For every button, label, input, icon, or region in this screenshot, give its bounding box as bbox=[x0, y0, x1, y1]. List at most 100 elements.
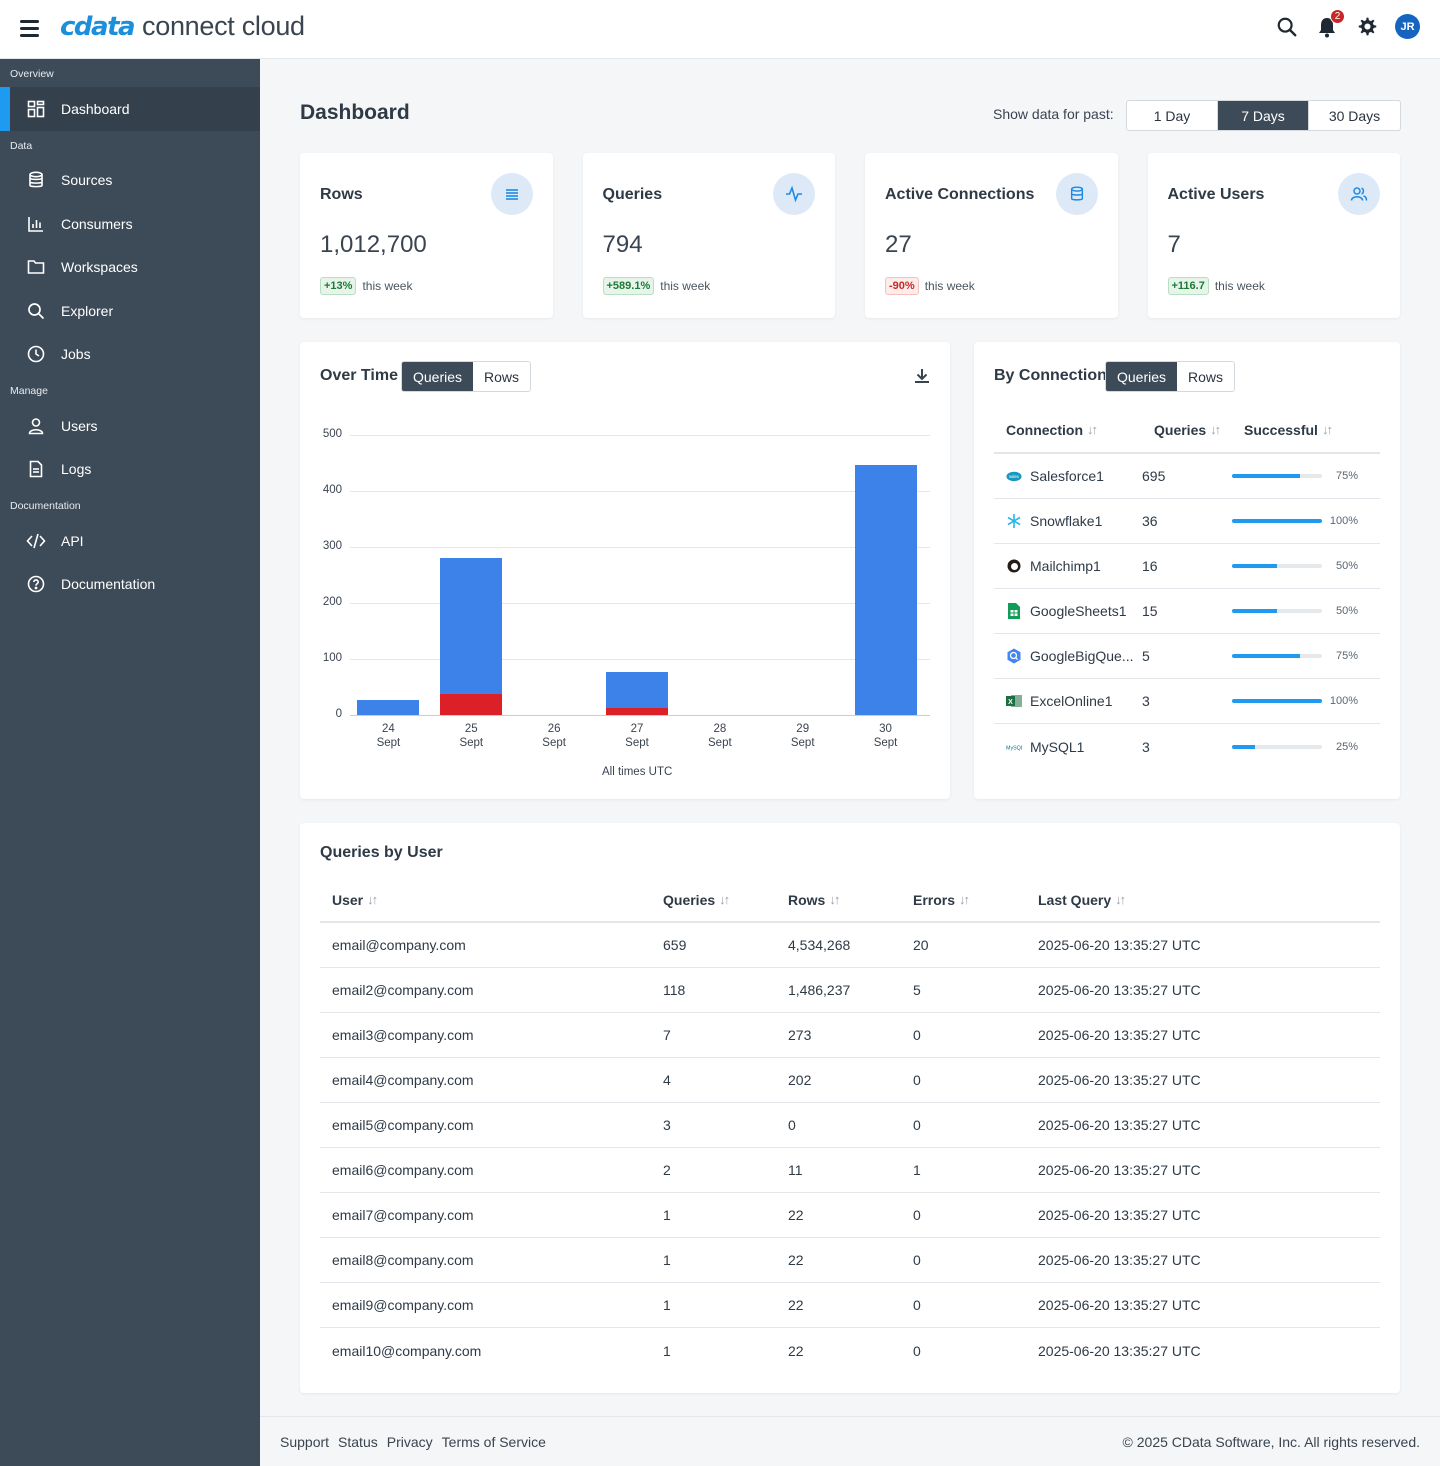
col-queries[interactable]: Queries ↓↑ bbox=[1154, 422, 1244, 438]
bar-success[interactable] bbox=[854, 465, 917, 715]
connection-row[interactable]: X ExcelOnline1 3 100% bbox=[994, 679, 1380, 724]
table-row[interactable]: email8@company.com 1 22 0 2025-06-20 13:35:2… bbox=[320, 1238, 1380, 1283]
menu-icon[interactable] bbox=[20, 20, 39, 37]
bar-success[interactable] bbox=[606, 671, 668, 709]
notifications-icon[interactable]: 2 bbox=[1315, 8, 1345, 39]
connection-name: ExcelOnline1 bbox=[1030, 693, 1113, 709]
col-queries[interactable]: Queries ↓↑ bbox=[663, 892, 788, 908]
sidebar-item-dashboard[interactable]: Dashboard bbox=[0, 87, 260, 131]
excelonline-logo-icon: X bbox=[1006, 693, 1022, 709]
success-progress-bar bbox=[1232, 564, 1322, 568]
sort-icon[interactable]: ↓↑ bbox=[367, 892, 378, 907]
download-icon[interactable] bbox=[912, 366, 932, 386]
sidebar-item-sources[interactable]: Sources bbox=[0, 159, 260, 203]
user-rows: 273 bbox=[788, 1027, 812, 1043]
sort-icon[interactable]: ↓↑ bbox=[1115, 892, 1126, 907]
sidebar-item-api[interactable]: API bbox=[0, 519, 260, 563]
user-errors: 0 bbox=[913, 1072, 921, 1088]
gear-icon[interactable] bbox=[1355, 15, 1379, 39]
sort-icon[interactable]: ↓↑ bbox=[1321, 422, 1333, 437]
sort-icon[interactable]: ↓↑ bbox=[1210, 422, 1221, 437]
x-tick-label: 27 Sept bbox=[607, 722, 667, 750]
user-last-query: 2025-06-20 13:35:27 UTC bbox=[1038, 1252, 1201, 1268]
footer-link-terms-of-service[interactable]: Terms of Service bbox=[441, 1433, 546, 1450]
toggle-rows[interactable]: Rows bbox=[1177, 362, 1235, 391]
connection-row[interactable]: GoogleSheets1 15 50% bbox=[994, 589, 1380, 634]
bar-success[interactable] bbox=[440, 557, 503, 694]
table-row[interactable]: email7@company.com 1 22 0 2025-06-20 13:35:2… bbox=[320, 1193, 1380, 1238]
range-button-1-day[interactable]: 1 Day bbox=[1127, 101, 1218, 130]
connection-row[interactable]: GoogleBigQue... 5 75% bbox=[994, 634, 1380, 679]
connection-row[interactable]: Mailchimp1 16 50% bbox=[994, 544, 1380, 589]
table-row[interactable]: email2@company.com 118 1,486,237 5 2025-06-2… bbox=[320, 968, 1380, 1013]
table-row[interactable]: email6@company.com 2 11 1 2025-06-20 13:35:2… bbox=[320, 1148, 1380, 1193]
table-row[interactable]: email9@company.com 1 22 0 2025-06-20 13:35:2… bbox=[320, 1283, 1380, 1328]
x-tick-label: 26 Sept bbox=[524, 722, 584, 750]
top-bar: cdata connect cloud 2 JR bbox=[0, 0, 1440, 59]
table-row[interactable]: email4@company.com 4 202 0 2025-06-20 13:35:… bbox=[320, 1058, 1380, 1103]
sidebar-item-workspaces[interactable]: Workspaces bbox=[0, 246, 260, 290]
sort-icon[interactable]: ↓↑ bbox=[959, 892, 970, 907]
bar-success[interactable] bbox=[357, 699, 420, 715]
sort-icon[interactable]: ↓↑ bbox=[829, 892, 840, 907]
sidebar-item-jobs[interactable]: Jobs bbox=[0, 333, 260, 377]
sidebar-item-explorer[interactable]: Explorer bbox=[0, 289, 260, 333]
avatar[interactable]: JR bbox=[1395, 14, 1420, 39]
range-button-30-days[interactable]: 30 Days bbox=[1328, 107, 1381, 124]
footer-link-status[interactable]: Status bbox=[338, 1433, 378, 1450]
toggle-rows[interactable]: Rows bbox=[473, 362, 531, 391]
stat-title: Rows bbox=[320, 186, 363, 203]
stat-change: +589.1% this week bbox=[602, 277, 710, 295]
success-progress-fill bbox=[1232, 654, 1300, 658]
sidebar-item-logs[interactable]: Logs bbox=[0, 448, 260, 492]
sort-icon[interactable]: ↓↑ bbox=[1087, 422, 1098, 437]
success-progress-bar bbox=[1232, 654, 1322, 658]
sidebar-item-consumers[interactable]: Consumers bbox=[0, 202, 260, 246]
change-suffix: this week bbox=[1214, 279, 1265, 293]
table-row[interactable]: email10@company.com 1 22 0 2025-06-20 13:35:… bbox=[320, 1328, 1380, 1373]
user-email: email2@company.com bbox=[332, 982, 474, 998]
stat-card-active-users: Active Users 7 +116.7 this week bbox=[1147, 153, 1400, 318]
table-row[interactable]: email3@company.com 7 273 0 2025-06-20 13:35:… bbox=[320, 1013, 1380, 1058]
range-button-7-days[interactable]: 7 Days bbox=[1218, 101, 1309, 130]
user-errors: 0 bbox=[913, 1027, 921, 1043]
footer-link-privacy[interactable]: Privacy bbox=[386, 1433, 433, 1450]
table-row[interactable]: email5@company.com 3 0 0 2025-06-20 13:35:27… bbox=[320, 1103, 1380, 1148]
connection-row[interactable]: MySQL MySQL1 3 25% bbox=[994, 724, 1380, 769]
bar-error[interactable] bbox=[606, 708, 668, 715]
user-queries: 1 bbox=[663, 1252, 671, 1268]
connection-cell: GoogleBigQue... bbox=[994, 648, 1142, 664]
connection-name: Salesforce1 bbox=[1030, 468, 1104, 484]
sidebar-item-documentation[interactable]: Documentation bbox=[0, 563, 260, 607]
svg-text:MySQL: MySQL bbox=[1006, 745, 1022, 751]
sidebar: Overview Dashboard Data Sources Consumers Wor… bbox=[0, 59, 260, 1466]
col-user[interactable]: User ↓↑ bbox=[320, 892, 663, 908]
connection-row[interactable]: sales Salesforce1 695 75% bbox=[994, 454, 1380, 499]
gridline bbox=[350, 491, 930, 492]
col-errors[interactable]: Errors ↓↑ bbox=[913, 892, 1038, 908]
success-progress-bar bbox=[1232, 519, 1322, 523]
col-connection[interactable]: Connection ↓↑ bbox=[1006, 422, 1154, 438]
user-email: email9@company.com bbox=[332, 1297, 474, 1313]
sidebar-item-users[interactable]: Users bbox=[0, 404, 260, 448]
toggle-queries[interactable]: Queries bbox=[402, 362, 474, 391]
user-rows: 11 bbox=[788, 1162, 803, 1178]
connection-name: GoogleBigQue... bbox=[1030, 648, 1134, 664]
col-successful[interactable]: Successful ↓↑ bbox=[1244, 422, 1333, 438]
table-row[interactable]: email@company.com 659 4,534,268 20 2025-06-2… bbox=[320, 923, 1380, 968]
stat-title: Active Users bbox=[1167, 186, 1265, 203]
col-rows[interactable]: Rows ↓↑ bbox=[788, 892, 913, 908]
connection-success: 100% bbox=[1232, 695, 1358, 707]
success-percent: 50% bbox=[1335, 605, 1358, 617]
x-tick-label: 30 Sept bbox=[856, 722, 916, 750]
user-last-query: 2025-06-20 13:35:27 UTC bbox=[1038, 1207, 1201, 1223]
sort-icon[interactable]: ↓↑ bbox=[719, 892, 730, 907]
toggle-queries[interactable]: Queries bbox=[1106, 362, 1178, 391]
col-last-query[interactable]: Last Query ↓↑ bbox=[1038, 892, 1380, 908]
search-icon[interactable] bbox=[1275, 15, 1299, 39]
connection-row[interactable]: Snowflake1 36 100% bbox=[994, 499, 1380, 544]
user-errors: 20 bbox=[913, 937, 929, 953]
logo[interactable]: cdata connect cloud bbox=[60, 11, 305, 42]
bar-error[interactable] bbox=[440, 693, 503, 715]
footer-link-support[interactable]: Support bbox=[280, 1433, 330, 1450]
